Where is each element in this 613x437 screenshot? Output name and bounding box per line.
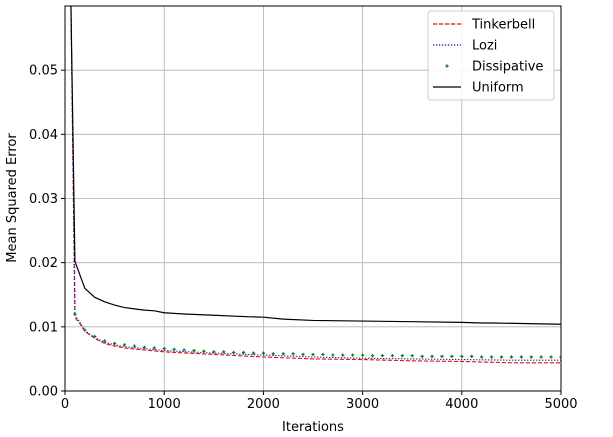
data-point-dissipative	[261, 351, 265, 355]
data-point-dissipative	[559, 355, 561, 359]
plot-area	[70, 6, 561, 364]
data-point-dissipative	[331, 353, 335, 357]
data-point-dissipative	[291, 352, 295, 356]
legend-marker-dissipative	[445, 64, 449, 68]
data-point-dissipative	[301, 352, 305, 357]
data-point-dissipative	[172, 347, 176, 351]
data-point-dissipative	[182, 348, 186, 352]
data-point-dissipative	[529, 355, 533, 359]
data-point-dissipative	[222, 350, 226, 354]
legend-item-tinkerbell: Tinkerbell	[433, 18, 535, 33]
data-point-dissipative	[132, 344, 137, 348]
data-point-dissipative	[460, 354, 464, 358]
data-point-dissipative	[241, 350, 246, 355]
data-point-dissipative	[311, 352, 315, 357]
y-tick-label: 0.03	[29, 192, 58, 207]
data-point-dissipative	[232, 350, 236, 355]
data-point-dissipative	[321, 352, 325, 357]
x-tick-label: 2000	[247, 397, 280, 412]
legend-label-tinkerbell: Tinkerbell	[471, 18, 535, 33]
legend-label-lozi: Lozi	[472, 39, 497, 54]
x-tick-label: 1000	[148, 397, 181, 412]
data-point-dissipative	[73, 312, 77, 316]
data-point-dissipative	[271, 352, 275, 356]
data-point-dissipative	[400, 354, 404, 358]
data-point-dissipative	[370, 354, 375, 358]
data-point-dissipative	[122, 343, 127, 347]
x-tick-label: 4000	[445, 397, 478, 412]
data-point-dissipative	[499, 355, 504, 359]
y-tick-label: 0.04	[29, 128, 58, 143]
legend-box	[427, 10, 555, 101]
x-tick-label: 3000	[346, 397, 379, 412]
data-point-dissipative	[351, 353, 355, 357]
data-point-dissipative	[251, 351, 256, 355]
y-tick-label: 0.05	[29, 64, 58, 79]
series-layer	[70, 6, 561, 364]
data-point-dissipative	[281, 352, 285, 356]
data-point-dissipative	[410, 354, 414, 358]
data-point-dissipative	[192, 348, 196, 353]
legend-item-dissipative: Dissipative	[445, 60, 543, 75]
y-axis: 0.00 0.01 0.02 0.03 0.04 0.05	[29, 64, 65, 400]
series-line-uniform	[70, 6, 561, 325]
data-point-dissipative	[93, 334, 97, 339]
legend-label-uniform: Uniform	[472, 81, 524, 96]
data-point-dissipative	[341, 353, 345, 357]
data-point-dissipative	[103, 339, 107, 343]
data-point-dissipative	[142, 345, 146, 349]
data-point-dissipative	[380, 354, 385, 358]
data-point-dissipative	[152, 346, 156, 350]
x-tick-label: 5000	[544, 397, 577, 412]
data-point-dissipative	[549, 355, 553, 359]
data-point-dissipative	[390, 354, 394, 358]
data-point-dissipative	[519, 355, 523, 359]
data-point-dissipative	[450, 354, 454, 358]
y-axis-label: Mean Squared Error	[5, 133, 20, 263]
data-point-dissipative	[480, 355, 484, 359]
data-point-dissipative	[361, 353, 365, 357]
legend-label-dissipative: Dissipative	[472, 60, 543, 75]
data-point-dissipative	[83, 328, 87, 332]
data-point-dissipative	[539, 355, 543, 359]
series-dissipative	[73, 312, 561, 359]
grid-lines	[64, 6, 562, 392]
data-point-dissipative	[470, 354, 474, 358]
data-point-dissipative	[509, 355, 513, 359]
y-tick-label: 0.00	[29, 385, 58, 400]
legend: Tinkerbell Lozi Dissipative Uniform	[427, 10, 555, 101]
data-point-dissipative	[420, 354, 424, 358]
y-tick-label: 0.01	[29, 320, 58, 335]
data-point-dissipative	[212, 350, 216, 354]
legend-item-lozi: Lozi	[433, 39, 497, 54]
x-axis: 0 1000 2000 3000 4000 5000	[61, 391, 578, 412]
y-tick-label: 0.02	[29, 256, 58, 271]
data-point-dissipative	[430, 354, 434, 358]
data-point-dissipative	[440, 354, 444, 358]
x-axis-label: Iterations	[282, 420, 344, 435]
data-point-dissipative	[113, 341, 117, 346]
data-point-dissipative	[202, 349, 206, 353]
x-tick-label: 0	[61, 397, 69, 412]
data-point-dissipative	[162, 347, 166, 351]
data-point-dissipative	[489, 355, 494, 359]
legend-item-uniform: Uniform	[433, 81, 524, 96]
